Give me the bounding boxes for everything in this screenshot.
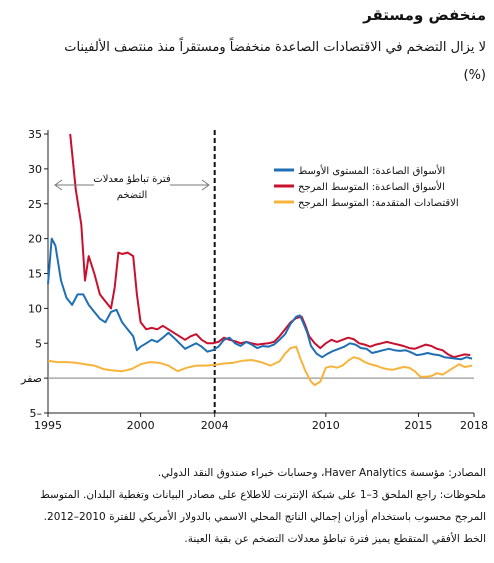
note-line-2: المرجح محسوب باستخدام أوزان إجمالي النات…	[43, 511, 486, 523]
y-tick-label: 20	[28, 233, 42, 246]
chart-notes: المصادر: مؤسسة Haver Analytics، وحسابات …	[8, 462, 486, 550]
y-tick-label: 35	[28, 128, 42, 141]
legend-label-1: الأسواق الصاعدة: المتوسط المرجح	[298, 180, 445, 193]
period-annotation-line-1: فترة تباطؤ معدلات	[93, 174, 171, 185]
legend: الأسواق الصاعدة: المستوى الأوسط الأسواق ا…	[274, 164, 459, 209]
series-line-0	[47, 237, 473, 361]
x-tick-label: 2004	[201, 419, 229, 432]
x-tick-label: 2010	[312, 419, 340, 432]
y-tick-label: 5–	[30, 407, 43, 420]
subtitle-text: لا يزال التضخم في الاقتصادات الصاعدة منخ…	[64, 40, 486, 55]
series-line-1	[69, 133, 471, 359]
series-layer	[47, 133, 473, 387]
legend-label-0: الأسواق الصاعدة: المستوى الأوسط	[298, 164, 445, 177]
inflation-line-chart: 5– صفر 5 10 15 20 25 30 35 1995 2000 2004 2010 2015 20…	[20, 128, 488, 432]
x-tick-label: 2000	[127, 419, 155, 432]
note-line-1: ملحوظات: راجع الملحق 3–1 على شبكة الإنتر…	[40, 489, 486, 501]
chart-title: منخفض ومستقر	[363, 6, 486, 24]
legend-label-2: الاقتصادات المتقدمة: المتوسط المرجح	[298, 198, 459, 209]
x-tick-label: 1995	[34, 419, 62, 432]
annotation-layer: فترة تباطؤ معدلات التضخم	[54, 174, 210, 201]
period-annotation: فترة تباطؤ معدلات التضخم	[93, 174, 171, 201]
y-tick-label: صفر	[20, 372, 42, 385]
period-arrow-left-head	[54, 179, 63, 191]
y-tick-label: 30	[28, 163, 42, 176]
y-tick-label: 15	[28, 268, 42, 281]
period-arrow-right-head	[201, 179, 210, 191]
x-tick-label: 2015	[404, 419, 432, 432]
y-tick-label: 10	[28, 302, 42, 315]
note-line-3: الخط الأفقي المتقطع يميز فترة تباطؤ معدل…	[184, 533, 486, 545]
x-tick-label: 2018	[460, 419, 488, 432]
chart-subtitle: لا يزال التضخم في الاقتصادات الصاعدة منخ…	[8, 34, 486, 90]
unit-label: (%)	[463, 68, 487, 83]
series-line-2	[47, 345, 473, 387]
y-tick-label: 5	[35, 337, 42, 350]
source-note: المصادر: مؤسسة Haver Analytics، وحسابات …	[157, 467, 486, 479]
axis-layer: 5– صفر 5 10 15 20 25 30 35 1995 2000 2004 2010 2015 20…	[20, 128, 488, 432]
period-annotation-line-2: التضخم	[117, 190, 148, 201]
y-tick-label: 25	[28, 198, 42, 211]
